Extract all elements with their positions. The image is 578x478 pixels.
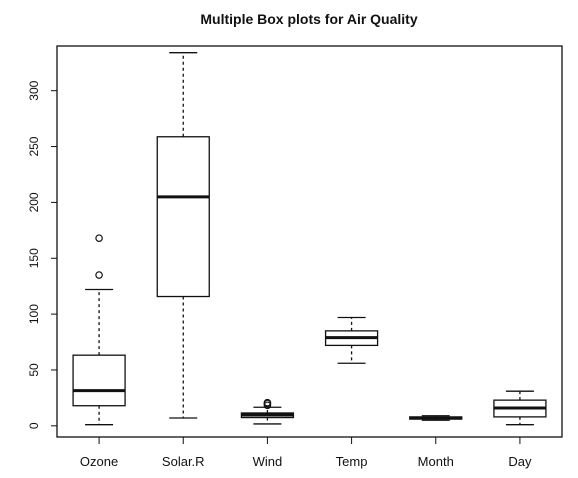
outlier-point (263, 398, 272, 407)
outlier-point (263, 401, 272, 410)
y-tick-label: 150 (27, 248, 41, 268)
y-tick-label: 200 (27, 192, 41, 212)
box-day (493, 390, 547, 426)
box-wind (240, 398, 295, 425)
box-ozone (72, 234, 126, 426)
box-temp (324, 316, 379, 364)
x-tick-label: Month (418, 454, 454, 469)
x-tick-label: Day (508, 454, 532, 469)
plot-frame (56, 45, 563, 438)
outlier-point (95, 234, 103, 242)
y-axis: 0 50 100 150 200 250 300 (27, 80, 58, 429)
x-tick-label: Wind (253, 454, 283, 469)
box-solar-r (156, 52, 210, 419)
y-tick-label: 300 (27, 80, 41, 100)
box-month (409, 415, 463, 421)
x-axis: Ozone Solar.R Wind Temp Month Day (80, 437, 532, 469)
y-tick-label: 100 (27, 304, 41, 324)
x-tick-label: Temp (336, 454, 368, 469)
x-tick-label: Solar.R (162, 454, 205, 469)
y-tick-label: 0 (27, 422, 41, 429)
box-group (72, 52, 547, 426)
y-tick-label: 250 (27, 136, 41, 156)
x-tick-label: Ozone (80, 454, 118, 469)
iqr-box (72, 354, 126, 407)
iqr-box (156, 136, 210, 298)
y-tick-label: 50 (27, 363, 41, 377)
outlier-point (95, 271, 103, 279)
chart-title: Multiple Box plots for Air Quality (200, 11, 417, 27)
